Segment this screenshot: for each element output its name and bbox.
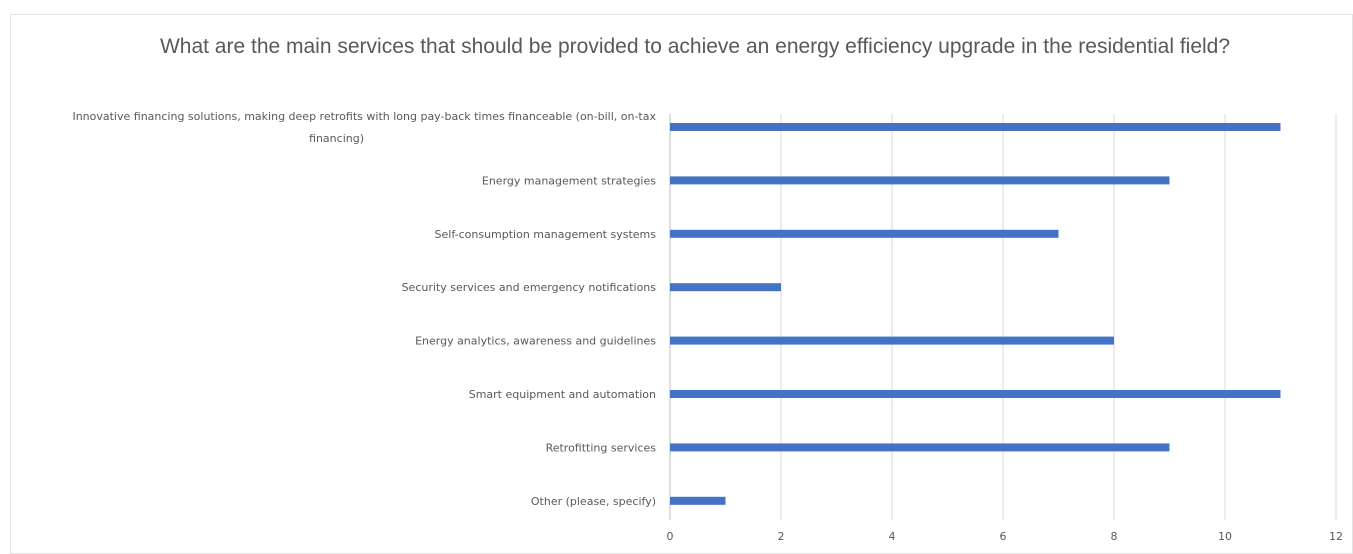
category-label: Other (please, specify) [531,495,656,508]
bar [670,283,781,292]
category-label: Energy analytics, awareness and guidelin… [415,335,656,348]
bar [670,336,1114,345]
x-tick-label: 6 [1000,530,1007,543]
bars [670,123,1281,505]
bar [670,176,1170,185]
x-tick-label: 4 [889,530,896,543]
x-tick-label: 8 [1111,530,1118,543]
bar [670,123,1281,131]
category-label: Self-consumption management systems [435,228,657,241]
category-label: Innovative financing solutions, making d… [72,110,656,145]
x-tick-label: 0 [667,530,674,543]
category-label: Energy management strategies [482,174,656,187]
bar [670,443,1170,452]
bar [670,229,1059,238]
x-tick-label: 2 [778,530,785,543]
bar [670,390,1281,398]
grid-lines [669,114,1337,520]
x-tick-label: 12 [1329,530,1343,543]
chart-title: What are the main services that should b… [159,35,1231,58]
category-label: Smart equipment and automation [469,388,656,401]
bar [670,496,726,505]
category-label: Security services and emergency notifica… [402,281,657,294]
category-label: Retrofitting services [546,441,657,454]
category-labels: Innovative financing solutions, making d… [72,110,656,508]
x-axis-tick-labels: 0 2 4 6 8 10 12 [667,530,1344,543]
x-tick-label: 10 [1218,530,1232,543]
